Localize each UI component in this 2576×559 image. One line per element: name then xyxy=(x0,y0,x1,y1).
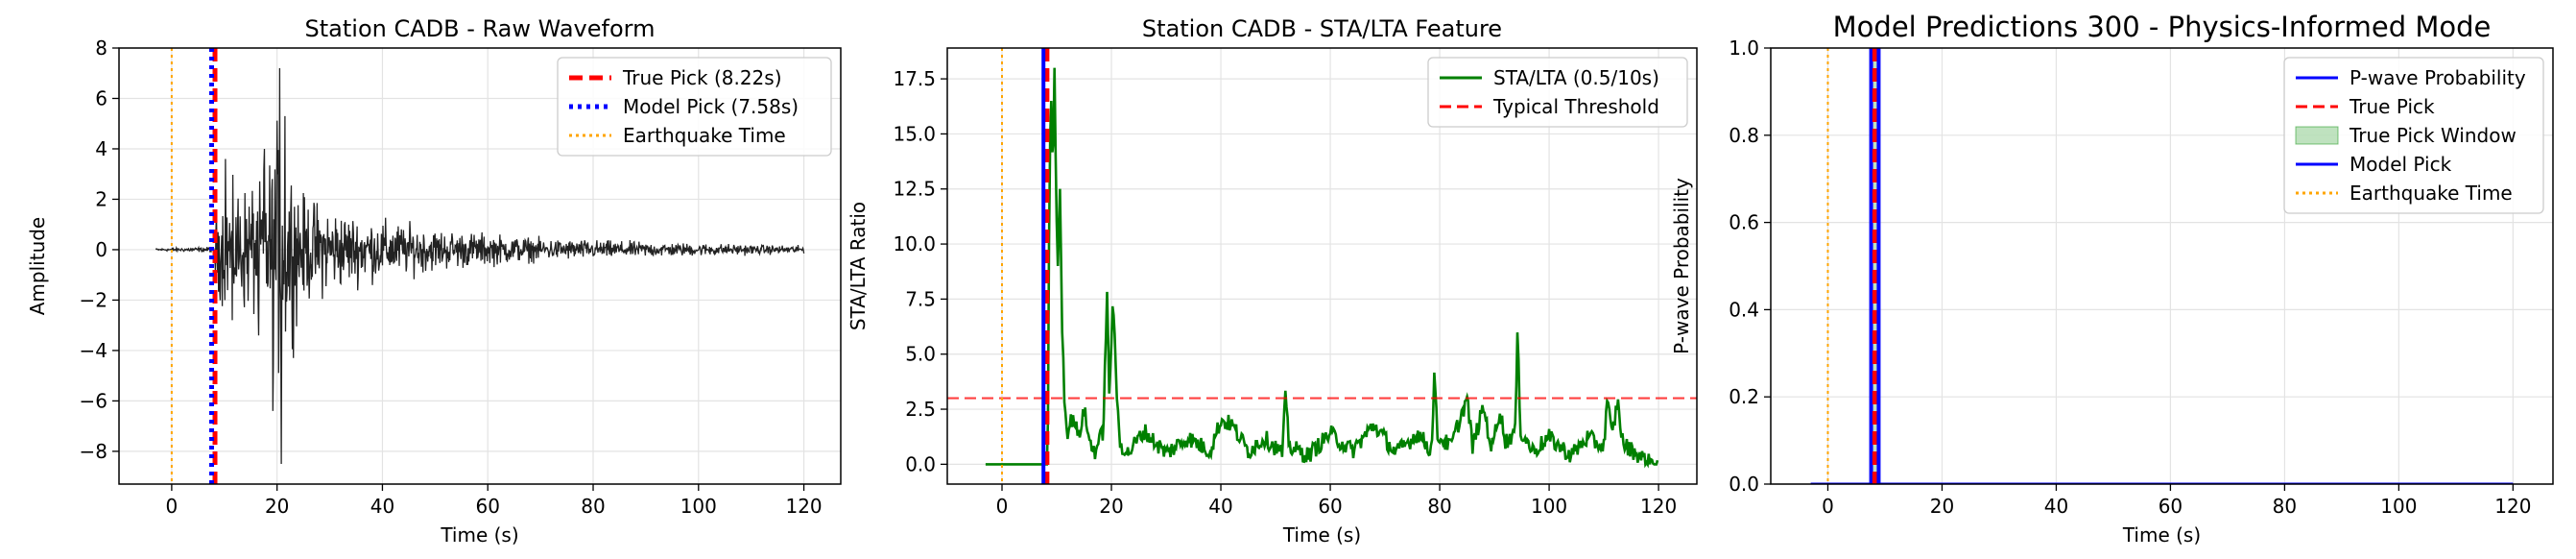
legend-label: Model Pick (7.58s) xyxy=(623,95,799,118)
chart-panel-1: 0 20 40 60 80 100 120 −8 −6 −4 −2 0 2 4 6 8 Station CADB… xyxy=(26,15,842,547)
x-tick-label: 20 xyxy=(1930,495,1954,518)
legend-label: Typical Threshold xyxy=(1492,95,1659,118)
x-tick-label: 120 xyxy=(1640,495,1677,518)
axes-frame xyxy=(946,47,1698,485)
x-tick-label: 80 xyxy=(581,495,605,518)
y-tick-label: −6 xyxy=(80,389,107,412)
x-tick-label: 20 xyxy=(265,495,289,518)
y-axis-label: Amplitude xyxy=(26,217,49,316)
chart-title: Station CADB - Raw Waveform xyxy=(305,15,656,42)
x-tick-label: 60 xyxy=(1318,495,1342,518)
legend-label: True Pick (8.22s) xyxy=(622,66,782,89)
legend-label: STA/LTA (0.5/10s) xyxy=(1493,66,1659,89)
y-tick-label: 0 xyxy=(95,238,107,261)
legend: True Pick (8.22s) Model Pick (7.58s) Earth… xyxy=(557,57,832,157)
x-tick-label: 20 xyxy=(1099,495,1123,518)
legend-box xyxy=(2283,57,2544,214)
x-tick-label: 40 xyxy=(2044,495,2068,518)
y-tick-label: −2 xyxy=(80,288,107,311)
legend-label: Model Pick xyxy=(2349,153,2452,176)
chart-panel-2: 0 20 40 60 80 100 120 0.0 2.5 5.0 7.5 10.0 12.5 15.0 1… xyxy=(847,15,1698,547)
y-axis-label: P-wave Probability xyxy=(1670,178,1693,354)
axes-frame xyxy=(118,47,842,485)
chart-title: Station CADB - STA/LTA Feature xyxy=(1142,15,1502,42)
x-tick-label: 40 xyxy=(370,495,394,518)
chart-panel-3: 0 20 40 60 80 100 120 0.0 0.2 0.4 0.6 0.8 1.0 Model P… xyxy=(1670,11,2554,547)
legend: STA/LTA (0.5/10s) Typical Threshold xyxy=(1427,57,1688,128)
legend: P-wave Probability True Pick True Pick Win… xyxy=(2283,57,2544,214)
y-tick-label: 0.8 xyxy=(1729,124,1759,147)
x-tick-label: 60 xyxy=(476,495,500,518)
x-tick-label: 0 xyxy=(166,495,179,518)
x-tick-label: 0 xyxy=(1822,495,1834,518)
y-tick-label: 8 xyxy=(95,36,107,60)
x-tick-label: 80 xyxy=(2273,495,2297,518)
legend-swatch xyxy=(2295,126,2339,145)
y-tick-label: 5.0 xyxy=(905,343,936,366)
legend-label: P-wave Probability xyxy=(2349,66,2526,89)
sta-lta-line xyxy=(985,67,1659,469)
y-tick-label: 0.4 xyxy=(1729,298,1759,321)
x-tick-label: 40 xyxy=(1208,495,1232,518)
y-tick-label: 2.5 xyxy=(905,398,936,421)
true-pick-window xyxy=(1871,48,1879,484)
y-tick-label: 6 xyxy=(95,86,107,109)
y-tick-label: 1.0 xyxy=(1729,36,1759,60)
y-tick-label: 2 xyxy=(95,187,107,210)
y-tick-label: 12.5 xyxy=(893,178,936,201)
legend-label: True Pick xyxy=(2349,95,2435,118)
x-tick-label: 60 xyxy=(2159,495,2182,518)
chart-title: Model Predictions 300 - Physics-Informed… xyxy=(1833,11,2492,43)
legend-label: Earthquake Time xyxy=(623,124,786,147)
y-tick-label: 17.5 xyxy=(893,67,936,90)
legend-label: Earthquake Time xyxy=(2349,182,2513,205)
x-tick-label: 80 xyxy=(1427,495,1451,518)
y-tick-label: 15.0 xyxy=(893,122,936,145)
axes-frame xyxy=(1770,47,2554,485)
y-tick-label: 0.0 xyxy=(905,452,936,475)
y-tick-label: 10.0 xyxy=(893,232,936,255)
y-tick-label: 0.0 xyxy=(1729,473,1759,496)
x-axis-label: Time (s) xyxy=(2122,523,2201,547)
x-tick-label: 120 xyxy=(785,495,822,518)
waveform-line xyxy=(155,67,805,465)
y-tick-label: 0.2 xyxy=(1729,385,1759,408)
x-axis-label: Time (s) xyxy=(1282,523,1361,547)
plot-area xyxy=(155,48,805,484)
plot-area xyxy=(947,48,1697,484)
y-tick-label: −8 xyxy=(80,440,107,463)
y-tick-label: 0.6 xyxy=(1729,211,1759,234)
legend-label: True Pick Window xyxy=(2349,124,2516,147)
x-tick-label: 0 xyxy=(996,495,1009,518)
legend-box xyxy=(1427,57,1688,128)
x-axis-label: Time (s) xyxy=(440,523,518,547)
y-tick-label: −4 xyxy=(80,339,107,362)
y-tick-label: 7.5 xyxy=(905,287,936,310)
plot-area xyxy=(1810,48,2514,484)
x-tick-label: 100 xyxy=(680,495,717,518)
y-tick-label: 4 xyxy=(95,137,107,160)
y-axis-label: STA/LTA Ratio xyxy=(847,202,870,330)
x-tick-label: 100 xyxy=(2380,495,2417,518)
legend-box xyxy=(557,57,832,157)
x-tick-label: 120 xyxy=(2494,495,2531,518)
x-tick-label: 100 xyxy=(1531,495,1567,518)
